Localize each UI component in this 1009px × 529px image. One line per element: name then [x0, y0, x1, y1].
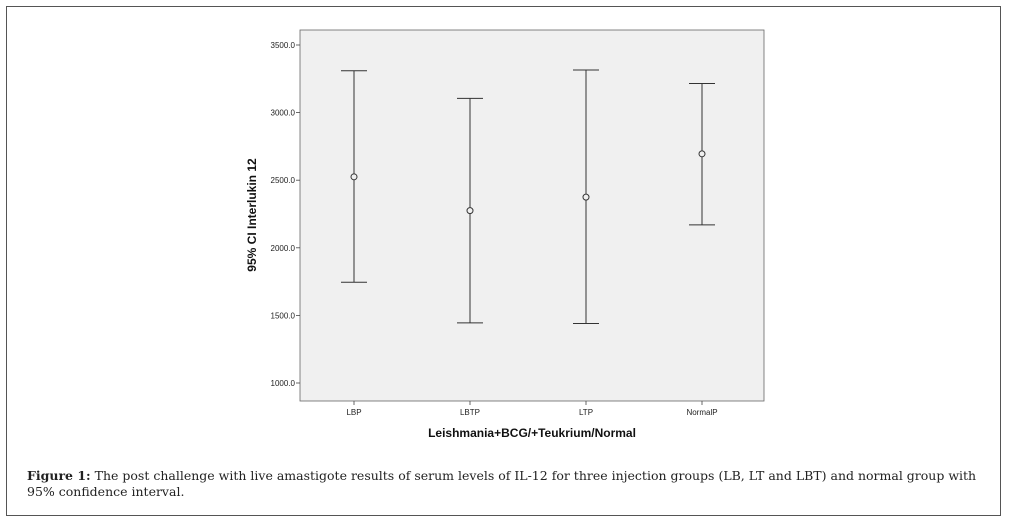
y-axis: 3500.0 3000.0 2500.0 2000.0 1500.0 1000.0	[271, 41, 300, 388]
errorbar-chart: 3500.0 3000.0 2500.0 2000.0 1500.0 1000.0 LBP…	[245, 29, 765, 440]
caption-label: Figure 1:	[27, 468, 91, 483]
caption-text: The post challenge with live amastigote …	[27, 468, 977, 499]
mean-point	[698, 150, 706, 158]
y-tick-label: 1500.0	[271, 311, 296, 320]
plot-area	[299, 29, 765, 402]
figure-caption: Figure 1: The post challenge with live a…	[27, 468, 987, 500]
x-axis-title: Leishmania+BCG/+Teukrium/Normal	[428, 426, 636, 440]
y-tick-label: 3500.0	[271, 41, 296, 50]
errorbar-marks	[341, 69, 715, 325]
mean-point	[350, 173, 358, 181]
y-tick-label: 2000.0	[271, 244, 296, 253]
x-tick-label: NormalP	[686, 408, 717, 417]
y-axis-title: 95% CI Interlukin 12	[245, 158, 259, 272]
x-axis: LBP LBTP LTP NormalP	[346, 401, 718, 417]
mean-point	[466, 207, 474, 215]
y-tick-label: 3000.0	[271, 109, 296, 118]
x-tick-label: LTP	[579, 408, 593, 417]
y-tick-label: 1000.0	[271, 379, 296, 388]
x-tick-label: LBTP	[460, 408, 480, 417]
y-tick-label: 2500.0	[271, 176, 296, 185]
x-tick-label: LBP	[346, 408, 361, 417]
mean-point	[582, 193, 590, 201]
